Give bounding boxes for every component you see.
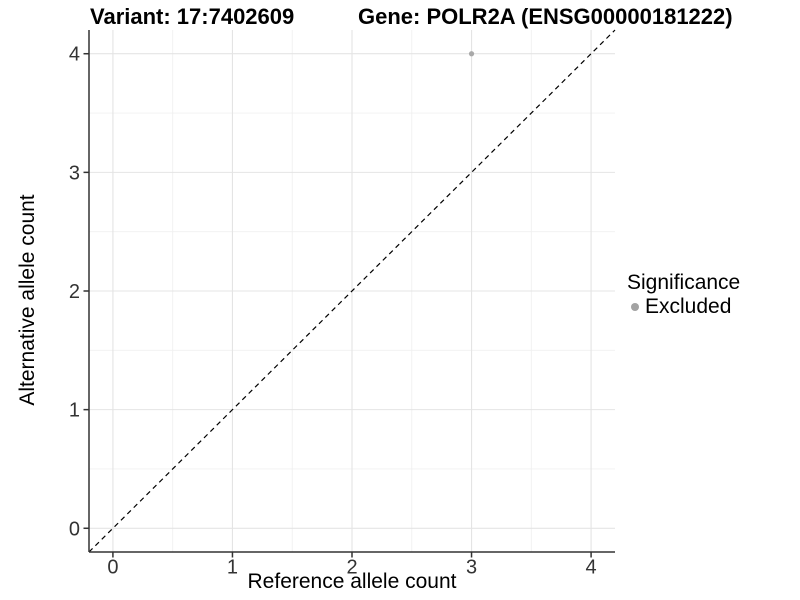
x-axis-title: Reference allele count xyxy=(247,570,457,593)
y-tick-label: 0 xyxy=(69,518,80,540)
legend: Significance Excluded xyxy=(627,271,740,318)
legend-dot-icon xyxy=(631,303,639,311)
x-tick-label: 2 xyxy=(346,557,357,579)
y-tick-label: 3 xyxy=(69,162,80,184)
x-tick-label: 1 xyxy=(227,557,238,579)
data-point xyxy=(468,51,475,57)
gene-title: Gene: POLR2A (ENSG00000181222) xyxy=(358,4,733,29)
x-tick-label: 3 xyxy=(466,557,477,579)
x-tick-label: 4 xyxy=(586,557,597,579)
y-tick-label: 4 xyxy=(69,44,80,66)
y-tick-label: 2 xyxy=(69,281,80,303)
x-tick-label: 0 xyxy=(107,557,118,579)
y-tick-label: 1 xyxy=(69,400,80,422)
legend-title: Significance xyxy=(627,271,741,294)
legend-item-excluded: Excluded xyxy=(627,296,740,318)
legend-item-label: Excluded xyxy=(645,295,732,318)
y-axis-title: Alternative allele count xyxy=(16,194,39,406)
identity-dashed-line xyxy=(88,29,616,553)
variant-title: Variant: 17:7402609 xyxy=(90,4,295,29)
